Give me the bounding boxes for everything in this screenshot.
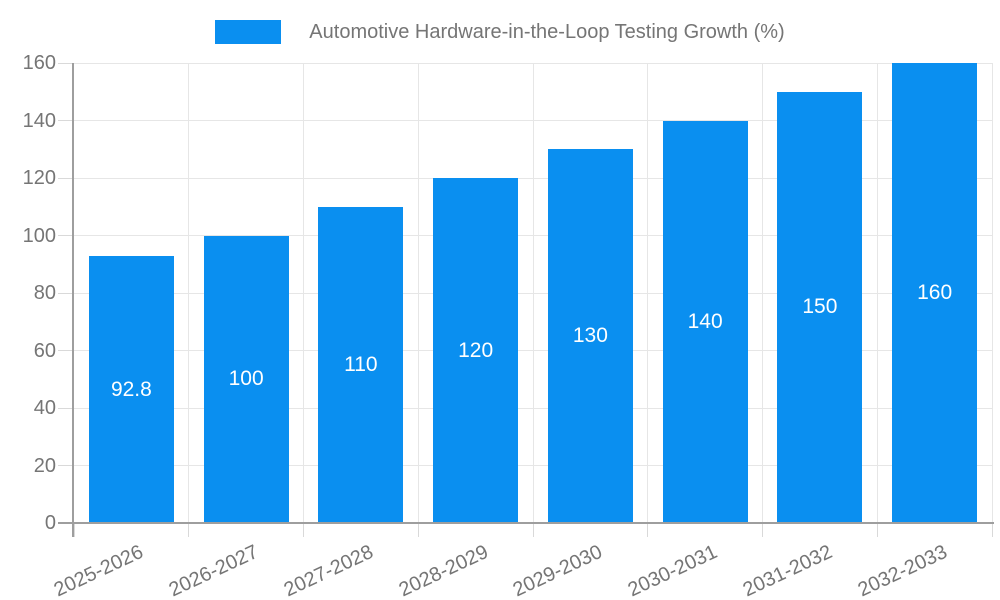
bar[interactable] — [318, 206, 404, 523]
bar-value-label: 150 — [802, 295, 838, 319]
y-tick-label: 140 — [22, 109, 56, 132]
legend[interactable]: Automotive Hardware-in-the-Loop Testing … — [0, 19, 1000, 45]
x-tick — [73, 524, 75, 537]
bar[interactable] — [88, 256, 174, 523]
x-gridline — [647, 63, 649, 523]
y-tick-label: 160 — [22, 52, 56, 74]
bar-value-label: 160 — [917, 281, 953, 304]
y-tick — [58, 407, 74, 409]
x-tick — [188, 524, 190, 537]
x-tick — [647, 524, 649, 537]
x-gridline — [303, 63, 304, 523]
x-tick — [762, 524, 763, 537]
bar-value-label: 100 — [228, 367, 264, 391]
y-tick — [58, 465, 74, 466]
x-tick — [876, 524, 878, 537]
bar-value-label: 130 — [572, 324, 608, 348]
bar[interactable] — [547, 149, 633, 523]
bar-value-label: 110 — [344, 352, 378, 376]
bar-value-label: 140 — [687, 309, 723, 333]
y-tick — [58, 62, 74, 64]
x-tick — [532, 524, 534, 537]
x-gridline — [188, 63, 190, 523]
bar[interactable] — [433, 178, 519, 523]
bar[interactable] — [662, 120, 748, 523]
y-tick-label: 120 — [22, 167, 56, 189]
y-tick — [58, 235, 74, 236]
legend-label: Automotive Hardware-in-the-Loop Testing … — [309, 20, 785, 43]
legend-swatch-icon — [215, 20, 282, 44]
y-tick — [58, 120, 74, 121]
y-axis-line — [72, 63, 74, 537]
y-tick — [58, 292, 74, 294]
x-gridline — [532, 63, 534, 523]
x-gridline — [876, 63, 878, 523]
bar[interactable] — [777, 91, 863, 523]
x-tick-label: 2025-2026 — [51, 540, 148, 600]
x-gridline — [762, 63, 763, 523]
x-gridline — [991, 63, 993, 523]
bar[interactable] — [892, 63, 978, 523]
y-tick-label: 20 — [33, 454, 56, 477]
y-tick-label: 60 — [33, 339, 56, 362]
x-tick — [991, 524, 993, 537]
y-tick — [58, 177, 74, 179]
bar[interactable] — [203, 235, 289, 523]
x-tick — [417, 524, 419, 537]
x-tick — [303, 524, 304, 537]
y-tick-label: 0 — [44, 512, 56, 534]
y-tick-label: 80 — [33, 282, 56, 304]
bar-value-label: 92.8 — [110, 377, 152, 401]
y-tick — [58, 350, 74, 351]
y-tick-label: 100 — [22, 224, 56, 247]
x-gridline — [417, 63, 419, 523]
y-tick-label: 40 — [33, 397, 56, 419]
bar-value-label: 120 — [458, 338, 494, 362]
x-axis-line — [58, 522, 994, 524]
